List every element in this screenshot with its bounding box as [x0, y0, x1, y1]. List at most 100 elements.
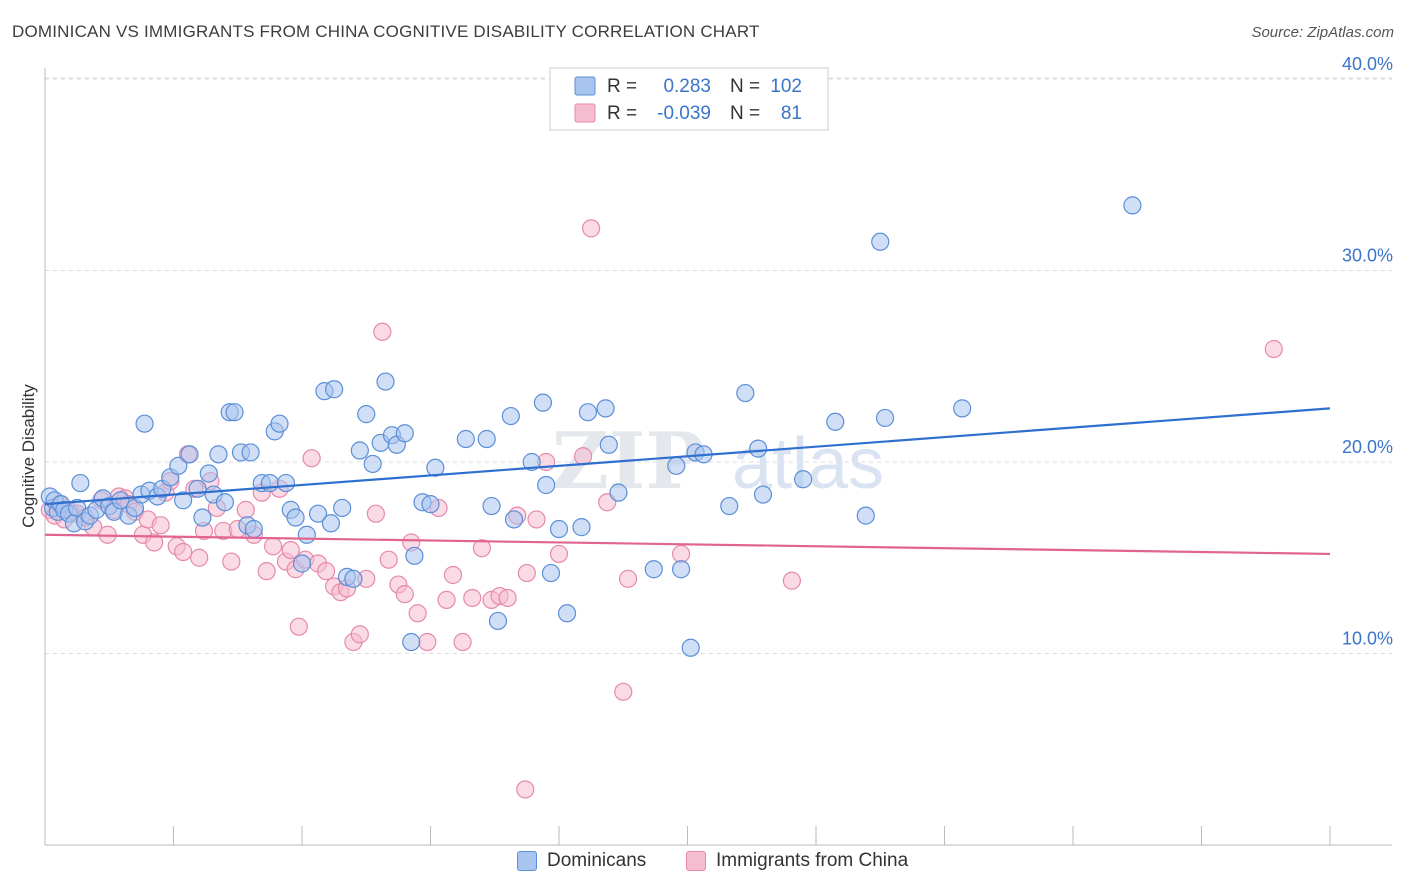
point-dominicans-60: [376, 372, 395, 391]
point-dominicans-47: [292, 554, 312, 573]
legend-r-label-1: R =: [607, 103, 637, 124]
legend-r-label-0: R =: [607, 76, 637, 97]
y-axis-label: Cognitive Disability: [19, 384, 38, 528]
legend-n-label-1: N =: [730, 103, 760, 124]
point-dominicans-77: [537, 475, 556, 495]
y-tick-label-2: 30.0%: [1342, 246, 1393, 266]
point-dominicans-65: [405, 546, 424, 565]
point-dominicans-46: [286, 508, 305, 527]
legend-n-label-0: N =: [730, 76, 760, 97]
point-china-30: [222, 552, 241, 571]
point-china-36: [263, 537, 283, 556]
point-china-80: [782, 571, 802, 590]
point-dominicans-89: [681, 638, 700, 657]
point-china-41: [289, 617, 308, 636]
point-dominicans-57: [357, 405, 376, 424]
point-dominicans-98: [856, 506, 875, 525]
point-dominicans-70: [477, 429, 496, 449]
point-china-81: [1264, 339, 1283, 359]
point-dominicans-71: [482, 496, 501, 516]
point-china-74: [573, 447, 593, 466]
point-dominicans-96: [794, 470, 813, 489]
point-china-43: [302, 449, 321, 468]
point-china-65: [472, 539, 491, 558]
point-dominicans-48: [297, 525, 316, 544]
point-china-59: [418, 632, 437, 652]
point-dominicans-78: [541, 563, 561, 583]
scatter-chart: ZIP atlas 10.0%20.0%30.0%40.0%0.0%80.0% …: [19, 54, 1393, 846]
point-china-58: [408, 604, 427, 623]
legend-r-value-0: 0.283: [663, 76, 711, 97]
point-china-61: [437, 590, 456, 609]
point-china-25: [190, 548, 209, 567]
trend-lines: [44, 407, 1331, 556]
source-label: Source: ZipAtlas.com: [1251, 24, 1394, 41]
legend-swatch-china: [574, 103, 596, 123]
point-dominicans-55: [344, 569, 363, 588]
point-dominicans-81: [572, 518, 591, 537]
y-tick-label-3: 40.0%: [1342, 54, 1393, 74]
legend-top: R = 0.283 N = 102 R = -0.039 N = 81: [549, 67, 829, 131]
legend-r-value-1: -0.039: [657, 103, 711, 124]
point-dominicans-97: [826, 412, 845, 431]
point-dominicans-74: [504, 510, 524, 529]
point-dominicans-75: [522, 452, 541, 472]
point-dominicans-85: [609, 483, 628, 502]
point-china-35: [257, 562, 276, 581]
point-china-77: [614, 682, 633, 701]
point-dominicans-37: [241, 443, 260, 462]
point-dominicans-100: [875, 408, 895, 428]
axes: 10.0%20.0%30.0%40.0%0.0%80.0%: [44, 54, 1393, 846]
point-dominicans-49: [308, 504, 328, 523]
point-dominicans-39: [244, 519, 263, 539]
point-dominicans-63: [395, 424, 414, 443]
point-dominicans-56: [350, 441, 369, 460]
point-china-17: [145, 533, 164, 552]
point-dominicans-64: [402, 632, 421, 652]
point-dominicans-30: [199, 464, 218, 483]
point-china-54: [379, 550, 398, 569]
legend-n-value-1: 81: [781, 103, 802, 124]
point-dominicans-33: [215, 493, 234, 512]
point-china-64: [463, 588, 482, 608]
point-dominicans-102: [1123, 196, 1142, 215]
point-dominicans-51: [321, 514, 341, 533]
point-china-56: [395, 585, 414, 604]
trend-line-china: [44, 533, 1331, 556]
point-dominicans-72: [488, 611, 508, 631]
legend-swatch-dominicans: [574, 76, 596, 96]
point-dominicans-29: [193, 508, 212, 527]
point-dominicans-84: [599, 435, 618, 454]
point-china-70: [517, 563, 536, 583]
point-china-50: [350, 625, 369, 644]
legend-label-dominicans: Dominicans: [547, 850, 647, 871]
legend-item-china: Immigrants from China: [686, 850, 908, 872]
point-china-79: [671, 544, 691, 564]
point-dominicans-69: [456, 429, 475, 449]
point-dominicans-93: [736, 383, 755, 403]
point-china-18: [151, 516, 170, 535]
y-tick-label-0: 10.0%: [1342, 629, 1393, 649]
point-dominicans-68: [426, 458, 445, 477]
point-dominicans-79: [549, 519, 569, 539]
point-china-68: [498, 588, 517, 608]
point-dominicans-53: [333, 498, 352, 518]
legend-n-value-0: 102: [770, 76, 802, 97]
point-dominicans-58: [363, 454, 382, 474]
legend-item-dominicans: Dominicans: [517, 850, 646, 872]
legend-swatch-dominicans-bottom: [517, 851, 537, 871]
point-dominicans-20: [135, 414, 154, 433]
point-china-22: [174, 542, 193, 562]
point-dominicans-82: [578, 403, 598, 422]
data-points: [40, 196, 1283, 799]
point-dominicans-41: [260, 473, 279, 493]
point-dominicans-44: [276, 473, 296, 493]
point-dominicans-94: [749, 439, 768, 458]
point-dominicans-73: [501, 406, 520, 426]
point-dominicans-88: [671, 560, 691, 579]
point-dominicans-67: [421, 495, 440, 514]
point-dominicans-86: [644, 560, 663, 579]
trend-line-dominicans: [44, 407, 1331, 506]
point-china-32: [236, 500, 255, 519]
point-china-82: [516, 780, 535, 799]
